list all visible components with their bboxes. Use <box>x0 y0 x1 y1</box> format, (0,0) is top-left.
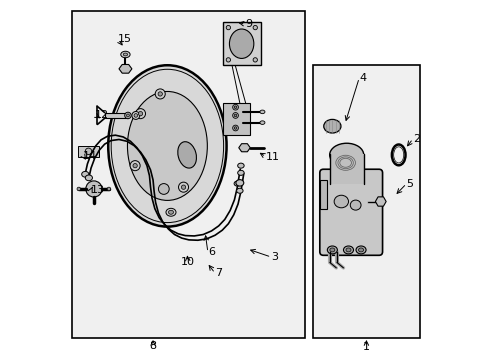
Bar <box>223 103 249 135</box>
Bar <box>329 154 363 184</box>
Text: 11: 11 <box>265 152 280 162</box>
Ellipse shape <box>253 26 257 30</box>
Ellipse shape <box>237 170 244 175</box>
Bar <box>319 180 326 209</box>
Ellipse shape <box>234 114 236 117</box>
Ellipse shape <box>234 106 236 108</box>
Ellipse shape <box>355 246 366 254</box>
Ellipse shape <box>85 175 92 181</box>
Ellipse shape <box>234 181 240 186</box>
Ellipse shape <box>232 125 238 131</box>
Ellipse shape <box>237 163 244 168</box>
Text: 14: 14 <box>83 150 97 161</box>
Bar <box>78 146 99 157</box>
Ellipse shape <box>178 182 188 192</box>
Ellipse shape <box>178 142 196 168</box>
Text: 6: 6 <box>207 247 215 257</box>
Ellipse shape <box>181 185 185 189</box>
Ellipse shape <box>346 248 350 252</box>
Ellipse shape <box>158 184 169 194</box>
Ellipse shape <box>165 208 176 216</box>
Ellipse shape <box>236 188 243 193</box>
Ellipse shape <box>168 210 173 214</box>
Ellipse shape <box>232 113 238 118</box>
Ellipse shape <box>138 112 142 116</box>
Ellipse shape <box>229 29 253 58</box>
Text: 15: 15 <box>118 35 132 44</box>
Ellipse shape <box>121 51 130 58</box>
Bar <box>104 113 128 118</box>
Text: 12: 12 <box>94 110 108 120</box>
Ellipse shape <box>85 181 102 197</box>
Polygon shape <box>375 197 386 206</box>
Ellipse shape <box>108 65 226 226</box>
Ellipse shape <box>343 246 353 254</box>
Ellipse shape <box>358 248 363 252</box>
Ellipse shape <box>234 127 236 129</box>
Polygon shape <box>119 64 132 73</box>
Ellipse shape <box>133 163 137 168</box>
Ellipse shape <box>349 200 360 210</box>
Text: 5: 5 <box>406 179 413 189</box>
Ellipse shape <box>226 26 230 30</box>
Text: 4: 4 <box>359 73 366 83</box>
Ellipse shape <box>235 180 244 186</box>
Ellipse shape <box>135 109 145 119</box>
Text: 7: 7 <box>215 268 222 278</box>
Ellipse shape <box>260 121 264 125</box>
Text: 2: 2 <box>412 134 419 144</box>
Ellipse shape <box>77 187 81 191</box>
Ellipse shape <box>155 89 165 99</box>
Ellipse shape <box>85 148 92 154</box>
Text: 1: 1 <box>362 342 369 352</box>
Text: 3: 3 <box>271 252 278 262</box>
Ellipse shape <box>127 91 207 201</box>
Ellipse shape <box>329 248 334 252</box>
Ellipse shape <box>107 187 110 191</box>
Ellipse shape <box>81 171 89 177</box>
Ellipse shape <box>132 112 140 120</box>
Ellipse shape <box>326 246 337 254</box>
Ellipse shape <box>260 110 264 114</box>
Ellipse shape <box>333 195 348 208</box>
Bar <box>72 12 305 338</box>
Bar <box>223 22 260 65</box>
Ellipse shape <box>126 114 129 117</box>
Ellipse shape <box>134 114 137 117</box>
Ellipse shape <box>232 104 238 110</box>
Ellipse shape <box>158 92 162 96</box>
Ellipse shape <box>226 58 230 62</box>
Text: 8: 8 <box>149 341 156 351</box>
Text: 9: 9 <box>245 19 252 29</box>
Ellipse shape <box>323 120 340 133</box>
Ellipse shape <box>123 53 127 56</box>
Ellipse shape <box>329 143 363 167</box>
Text: 13: 13 <box>91 185 105 195</box>
Ellipse shape <box>130 161 140 171</box>
Ellipse shape <box>253 58 257 62</box>
Ellipse shape <box>124 112 131 119</box>
Text: 10: 10 <box>181 257 194 267</box>
Bar <box>312 65 419 338</box>
Polygon shape <box>238 144 250 152</box>
FancyBboxPatch shape <box>319 169 382 255</box>
